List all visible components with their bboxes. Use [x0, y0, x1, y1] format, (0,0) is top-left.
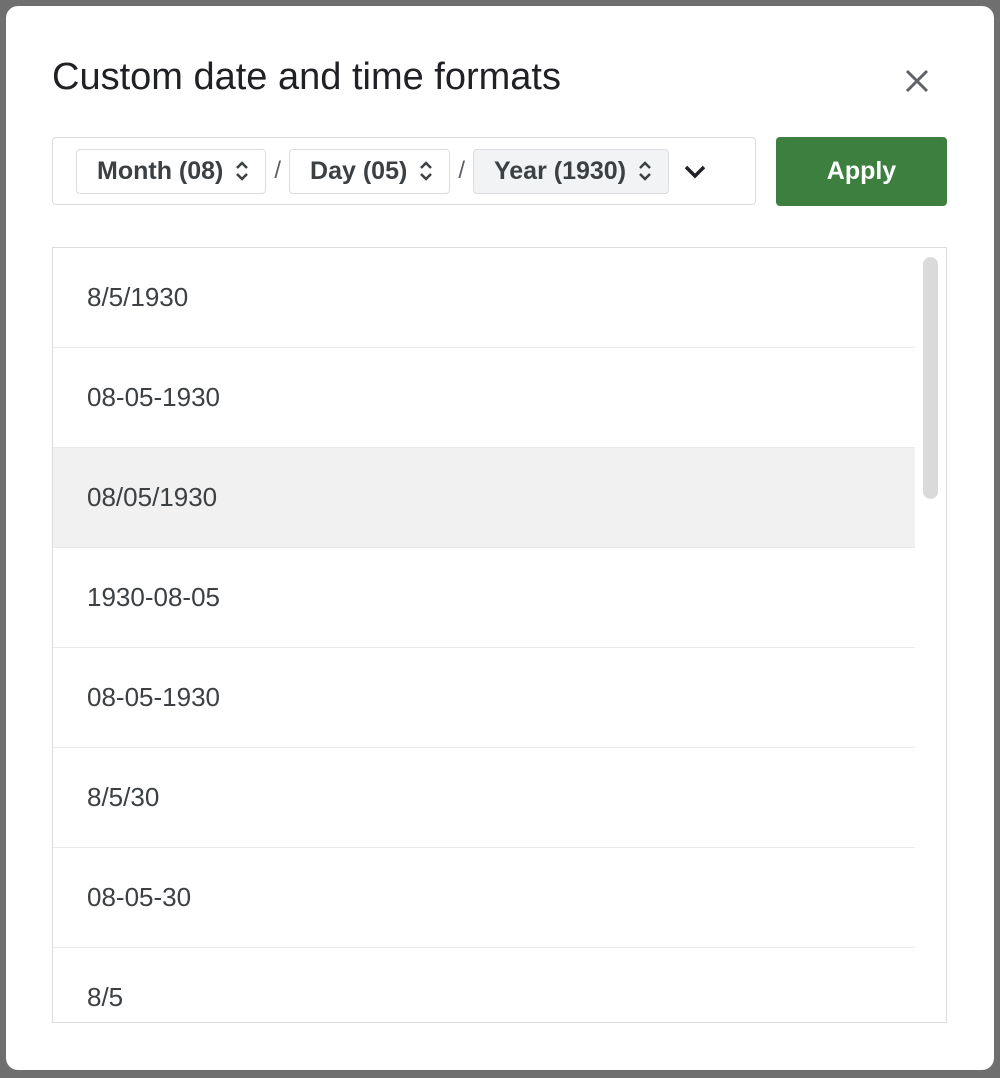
format-chip[interactable]: Year (1930) [472, 148, 670, 194]
format-chip[interactable]: Day (05) [289, 148, 451, 194]
format-option[interactable]: 08/05/1930 [53, 448, 915, 548]
separator[interactable]: / [274, 157, 282, 184]
format-option[interactable]: 8/5/30 [53, 748, 915, 848]
dropdown-toggle[interactable] [683, 159, 707, 183]
apply-button[interactable]: Apply [776, 137, 947, 206]
format-option[interactable]: 08-05-30 [53, 848, 915, 948]
dialog-title: Custom date and time formats [52, 56, 561, 98]
format-option[interactable]: 1930-08-05 [53, 548, 915, 648]
chip-label: Day (05) [310, 156, 408, 185]
format-option[interactable]: 08-05-1930 [53, 348, 915, 448]
dialog: Custom date and time formats Month (08) … [6, 6, 994, 1070]
format-editor: Month (08) / Day (05) / Year (1930) [52, 137, 756, 205]
separator[interactable]: / [458, 157, 465, 184]
format-option[interactable]: 8/5/1930 [53, 248, 915, 348]
format-option[interactable]: 8/5 [53, 948, 915, 1022]
format-rows: 8/5/1930 08-05-1930 08/05/1930 1930-08-05 08… [53, 248, 946, 1022]
format-option[interactable]: 08-05-1930 [53, 648, 915, 748]
format-chip[interactable]: Month (08) [76, 148, 267, 194]
format-list: 8/5/1930 08-05-1930 08/05/1930 1930-08-05 08… [52, 247, 947, 1023]
chip-label: Year (1930) [493, 156, 627, 185]
scrollbar[interactable] [923, 257, 938, 499]
chip-label: Month (08) [97, 156, 224, 185]
close-button[interactable] [902, 66, 932, 96]
